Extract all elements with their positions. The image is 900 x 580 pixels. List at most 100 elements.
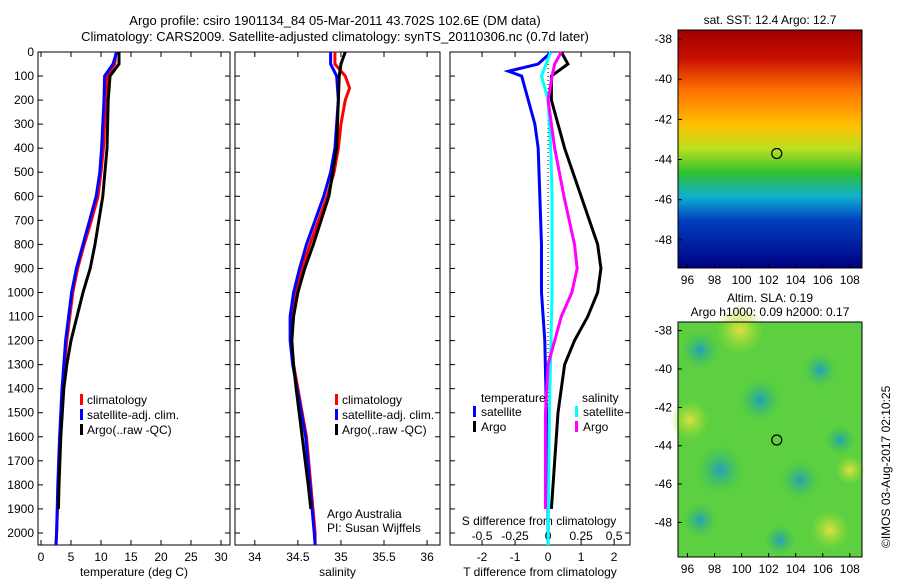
profile-panel-2: 34 34.5 35 35.5 36 salinity climatologysatelli…	[234, 51, 441, 579]
lat-tick-label: -46	[655, 477, 673, 491]
plot-frame	[37, 51, 231, 546]
credit-text: Argo Australia	[327, 507, 402, 521]
series-climatology	[289, 52, 352, 545]
sla-anomaly	[825, 425, 855, 455]
sst-map-title: sat. SST: 12.4 Argo: 12.7	[704, 13, 837, 27]
lon-tick-label: 102	[759, 562, 779, 576]
lat-tick-label: -38	[655, 32, 673, 46]
legend-label: satellite-adj. clim.	[342, 408, 434, 422]
legend-label: climatology	[342, 393, 402, 407]
y-tick-label: 800	[14, 237, 34, 251]
y-tick-label: 2000	[7, 526, 34, 540]
lat-tick-label: -44	[655, 153, 673, 167]
legend-title-salinity: salinity	[582, 391, 619, 405]
lon-tick-label: 100	[732, 273, 752, 287]
lon-tick-label: 98	[708, 273, 722, 287]
lon-tick-label: 108	[840, 562, 860, 576]
lat-tick-label: -38	[655, 324, 673, 338]
y-tick-label: 1500	[7, 406, 34, 420]
x-axis-label: temperature (deg C)	[80, 565, 188, 579]
profile-panel-3: -2 -1 0 1 2T difference from climatology -0.5…	[449, 50, 631, 579]
x-tick-label: 25	[184, 550, 198, 564]
lat-tick-label: -42	[655, 400, 673, 414]
y-tick-label: 100	[14, 69, 34, 83]
y-tick-label: 1100	[8, 310, 34, 324]
sla-anomaly	[670, 400, 710, 440]
sla-map-subtitle: Argo h1000: 0.09 h2000: 0.17	[691, 305, 850, 319]
y-tick-label: 400	[14, 141, 34, 155]
sst-field	[678, 30, 862, 268]
legend-label: Argo(..raw -QC)	[342, 423, 427, 437]
series-s-argo	[543, 51, 579, 509]
x-tick-label: 2	[611, 550, 618, 564]
x2-tick-label: -0.5	[472, 529, 493, 543]
y-tick-label: 200	[14, 93, 34, 107]
legend-label: Argo(..raw -QC)	[87, 423, 172, 437]
map-frame	[677, 29, 863, 269]
series-t-argo	[549, 51, 603, 510]
y-tick-label: 1000	[7, 285, 34, 299]
x-tick-label: 0	[545, 550, 552, 564]
y-tick-label: 300	[14, 117, 34, 131]
legend-swatch	[80, 394, 83, 405]
x-tick-label: 15	[124, 550, 138, 564]
sst-map: -38 -40 -42 -44 -46 -48 96 98 100 102 104 106 108 sat…	[655, 13, 863, 287]
lon-tick-label: 106	[813, 273, 833, 287]
x2-axis-label: S difference from climatology	[462, 514, 617, 528]
series-argo-raw-qc-	[56, 52, 121, 509]
legend-label: satellite	[583, 405, 624, 419]
legend-title-temperature: temperature	[481, 391, 546, 405]
x-tick-label: 10	[94, 550, 108, 564]
sla-anomaly	[835, 455, 865, 485]
sla-anomaly	[810, 510, 850, 550]
lon-tick-label: 96	[681, 562, 695, 576]
sla-anomaly	[780, 460, 820, 500]
y-tick-label: 1600	[7, 430, 34, 444]
lat-tick-label: -48	[655, 515, 673, 529]
legend-swatch	[335, 394, 338, 405]
legend-swatch	[575, 406, 578, 417]
x-tick-label: 0	[38, 550, 45, 564]
x-tick-label: 35.5	[372, 550, 396, 564]
x-tick-label: 30	[214, 550, 228, 564]
legend-label: satellite-adj. clim.	[87, 408, 179, 422]
lon-tick-label: 102	[759, 273, 779, 287]
x-tick-label: 36	[420, 550, 434, 564]
x-axis-label: T difference from climatology	[463, 565, 617, 579]
y-tick-label: 1200	[7, 334, 34, 348]
y-tick-label: 1300	[7, 358, 34, 372]
x2-tick-label: -0.25	[501, 529, 529, 543]
sla-anomaly	[764, 524, 796, 556]
y-tick-label: 700	[14, 213, 34, 227]
lat-tick-label: -40	[655, 362, 673, 376]
argo-location-marker	[771, 147, 783, 160]
sla-anomaly	[738, 378, 782, 422]
y-tick-label: 1400	[7, 382, 34, 396]
legend-swatch	[80, 409, 83, 420]
y-tick-label: 0	[27, 45, 34, 59]
sla-anomaly	[680, 330, 720, 370]
legend-swatch	[80, 424, 83, 435]
x2-tick-label: 0.5	[606, 529, 623, 543]
credit-text: PI: Susan Wijffels	[327, 521, 421, 535]
sla-anomaly	[695, 445, 745, 495]
x-tick-label: -2	[477, 550, 488, 564]
y-tick-label: 900	[14, 261, 34, 275]
lon-tick-label: 106	[813, 562, 833, 576]
legend-swatch	[335, 409, 338, 420]
x-tick-label: 35	[334, 550, 348, 564]
lon-tick-label: 96	[681, 273, 695, 287]
x-tick-label: 20	[154, 550, 168, 564]
argo-location-marker	[771, 434, 783, 446]
legend-swatch	[335, 424, 338, 435]
lat-tick-label: -40	[655, 72, 673, 86]
x-tick-label: 5	[68, 550, 75, 564]
legend-swatch	[473, 406, 476, 417]
series-s-satellite	[539, 51, 554, 546]
lat-tick-label: -46	[655, 193, 673, 207]
plot-frame	[449, 51, 631, 546]
sla-anomaly	[715, 305, 765, 355]
lon-tick-label: 100	[732, 562, 752, 576]
lon-tick-label: 104	[786, 273, 806, 287]
